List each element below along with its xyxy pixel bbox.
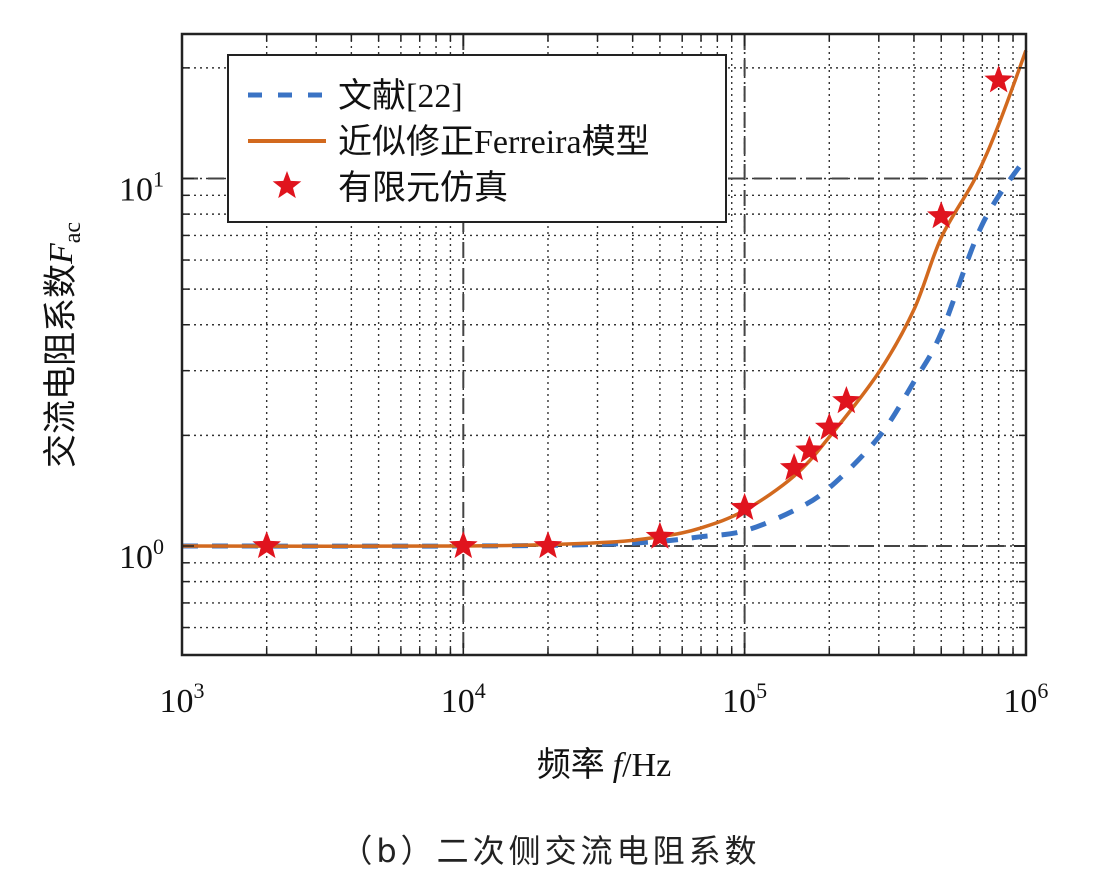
- legend-label-literature: 文献[22]: [338, 77, 463, 115]
- y-tick-label: 100: [119, 534, 164, 576]
- y-tick-label: 101: [119, 167, 164, 209]
- figure-caption: （b）二次侧交流电阻系数: [340, 832, 761, 870]
- x-tick-label: 105: [722, 678, 767, 720]
- data-series: [181, 49, 1028, 559]
- data-point-star: [779, 453, 809, 481]
- data-point-star: [832, 386, 861, 414]
- star-icon: [272, 171, 302, 199]
- legend: 文献[22] 近似修正Ferreira模型 有限元仿真: [227, 54, 727, 223]
- legend-label-ferreira-model: 近似修正Ferreira模型: [338, 123, 650, 161]
- data-point-star: [645, 521, 675, 549]
- x-tick-label: 106: [1003, 678, 1048, 720]
- x-axis-title: 频率 f/Hz: [537, 746, 672, 784]
- y-tick-labels: 100 101: [119, 167, 164, 577]
- series-line-literature: [181, 156, 1028, 549]
- legend-box: [227, 54, 727, 223]
- legend-swatch-star: [272, 171, 302, 199]
- data-point-star: [533, 531, 563, 559]
- x-tick-label: 104: [441, 678, 486, 720]
- axis-ticks: [182, 34, 1026, 655]
- data-point-star: [815, 412, 844, 440]
- data-point-star: [984, 65, 1013, 93]
- data-point-star: [795, 435, 824, 463]
- data-point-star: [730, 492, 759, 520]
- data-point-star: [449, 531, 478, 559]
- y-axis-title: 交流电阻系数Fac: [42, 222, 86, 468]
- data-point-star: [252, 531, 281, 559]
- plot-area-frame: [180, 32, 1028, 657]
- x-tick-labels: 103 104 105 106: [160, 678, 1049, 720]
- data-point-star: [927, 201, 956, 229]
- legend-label-fem-simulation: 有限元仿真: [338, 169, 508, 207]
- x-tick-label: 103: [160, 678, 205, 720]
